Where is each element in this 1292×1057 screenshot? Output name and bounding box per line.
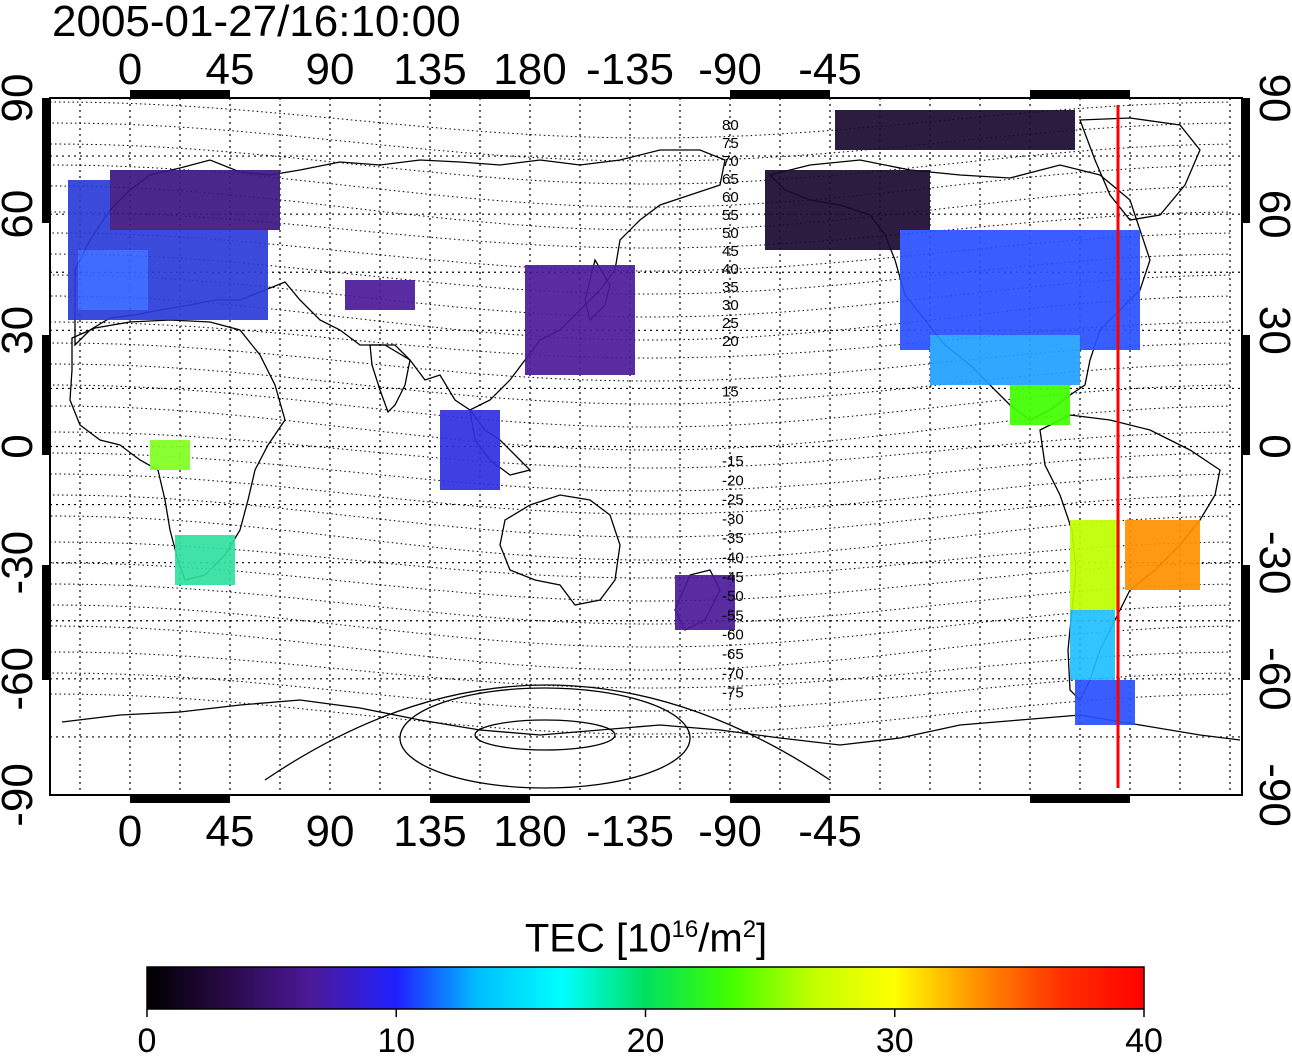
- lon-ticks-top: 0 45 90 135 180 -135 -90 -45: [118, 45, 862, 94]
- timestamp-title: 2005-01-27/16:10:00: [52, 0, 461, 46]
- lon-tick-label: 45: [206, 807, 255, 856]
- lat-tick-label: -60: [1250, 647, 1292, 711]
- contour-label: 45: [722, 243, 739, 260]
- contour-label: -65: [722, 646, 744, 663]
- lon-tick-label: -90: [698, 807, 762, 856]
- coast-greenland: [1079, 117, 1201, 221]
- contour-label: -70: [722, 665, 744, 682]
- contour-labels-south: -15 -20 -25 -30 -35 -40 -45 -50 -55 -60 -65 -70 -75: [722, 453, 744, 702]
- colorbar-gradient: [146, 966, 1145, 1010]
- magnetic-pole-contours: [264, 684, 831, 789]
- lon-tick-label: -135: [586, 45, 674, 94]
- lat-tick-label: 90: [0, 74, 42, 123]
- contour-label: -20: [722, 472, 744, 489]
- lon-tick-label: 180: [493, 807, 566, 856]
- contour-label: -35: [722, 530, 744, 547]
- frame-tick-bars: [42, 90, 1250, 803]
- contour-label: 15: [722, 384, 739, 401]
- lon-tick-label: -45: [798, 807, 862, 856]
- colorbar-title: TEC [1016/m2]: [524, 916, 768, 961]
- contour-label: 50: [722, 225, 739, 242]
- lat-tick-label: -60: [0, 647, 42, 711]
- coast-antarctica: [61, 699, 1241, 746]
- coast-india: [369, 344, 411, 414]
- contour-label: -25: [722, 492, 744, 509]
- contour-label: 80: [722, 117, 739, 134]
- lat-tick-label: 60: [1250, 190, 1292, 239]
- colorbar-tick-label: 40: [1125, 1022, 1163, 1057]
- colorbar-ticks: 0 10 20 30 40: [138, 1009, 1163, 1057]
- lon-tick-label: 180: [493, 45, 566, 94]
- lon-tick-label: 0: [118, 45, 142, 94]
- contour-label: 55: [722, 207, 739, 224]
- tec-patches: [68, 110, 1200, 725]
- lat-ticks-right: 90 60 30 0 -30 -60 -90: [1250, 74, 1292, 827]
- contour-label: 20: [722, 333, 739, 350]
- lon-tick-label: -45: [798, 45, 862, 94]
- contour-label: 70: [722, 153, 739, 170]
- contour-label: 35: [722, 279, 739, 296]
- contour-label: -45: [722, 569, 744, 586]
- lat-tick-label: -30: [0, 531, 42, 595]
- contour-label: 65: [722, 171, 739, 188]
- lat-tick-label: 90: [1250, 74, 1292, 123]
- colorbar-tick-label: 0: [138, 1022, 157, 1057]
- colorbar-tick-label: 30: [876, 1022, 914, 1057]
- contour-label: 75: [722, 135, 739, 152]
- lon-tick-label: -135: [586, 807, 674, 856]
- lat-tick-label: -90: [1250, 763, 1292, 827]
- lon-tick-label: 135: [393, 807, 466, 856]
- lat-tick-label: 0: [1250, 434, 1292, 458]
- contour-label: 25: [722, 315, 739, 332]
- lon-tick-label: 45: [206, 45, 255, 94]
- lon-tick-label: 90: [306, 807, 355, 856]
- lat-tick-label: 30: [0, 306, 42, 355]
- lat-tick-label: 60: [0, 190, 42, 239]
- contour-label: -30: [722, 511, 744, 528]
- contour-label: -50: [722, 588, 744, 605]
- lat-ticks-left: 90 60 30 0 -30 -60 -90: [0, 74, 42, 827]
- contour-label: -40: [722, 550, 744, 567]
- lon-tick-label: 135: [393, 45, 466, 94]
- contour-label: -15: [722, 453, 744, 470]
- contour-label: -60: [722, 627, 744, 644]
- contour-label: 60: [722, 189, 739, 206]
- coast-australia: [499, 494, 621, 606]
- contour-label: 40: [722, 261, 739, 278]
- contour-label: -75: [722, 685, 744, 702]
- contour-label: 30: [722, 297, 739, 314]
- lat-tick-label: 0: [0, 434, 42, 458]
- contour-label: -55: [722, 607, 744, 624]
- lat-tick-label: -90: [0, 763, 42, 827]
- lat-tick-label: -30: [1250, 531, 1292, 595]
- colorbar-tick-label: 20: [627, 1022, 665, 1057]
- lon-tick-label: 0: [118, 807, 142, 856]
- lon-tick-label: -90: [698, 45, 762, 94]
- lat-tick-label: 30: [1250, 306, 1292, 355]
- lon-ticks-bottom: 0 45 90 135 180 -135 -90 -45: [118, 807, 862, 856]
- colorbar-tick-label: 10: [377, 1022, 415, 1057]
- lon-tick-label: 90: [306, 45, 355, 94]
